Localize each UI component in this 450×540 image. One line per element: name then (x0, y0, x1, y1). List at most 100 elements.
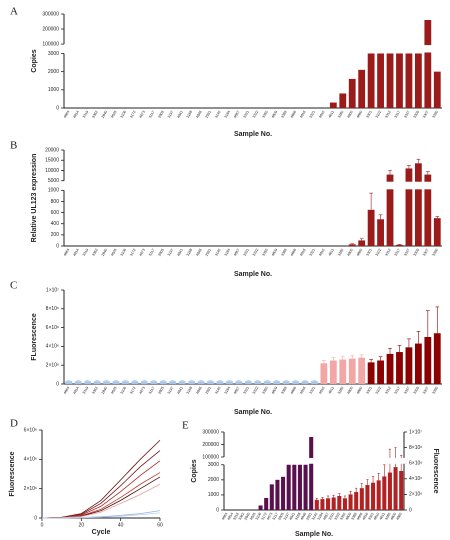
x-tick-label: 3102 (375, 386, 382, 395)
x-tick-label: 4857 (233, 110, 240, 119)
bar (150, 381, 158, 384)
x-tick-label: 3389 (280, 386, 287, 395)
x-tick-label: 3321 (309, 386, 316, 395)
x-tick-label: 3168 (294, 512, 301, 521)
x-tick-label: 3331 (243, 110, 250, 119)
bar (188, 381, 195, 384)
bar (331, 497, 336, 510)
bar (359, 488, 364, 510)
x-tick-label: 3321 (309, 110, 316, 119)
x-tick-label: 3172 (260, 512, 267, 521)
x-tick-label: 2991 (205, 248, 212, 257)
x-tick-label: 3389 (280, 248, 287, 257)
x-tick-label: 3172 (129, 248, 136, 257)
y-tick-label: 15000 (45, 158, 59, 164)
bar (405, 168, 413, 246)
bar (65, 381, 73, 384)
x-tick-label: 4673 (266, 512, 273, 521)
bar (314, 499, 319, 510)
x-tick-label: 0 (41, 522, 44, 528)
x-tick-label: 3362 (238, 512, 245, 521)
x-tick-label: 4810 (318, 386, 325, 395)
bar (396, 53, 403, 108)
y-tick-label: 4×10⁶ (46, 344, 59, 350)
bar (337, 495, 342, 510)
x-tick-label: 3309 (413, 110, 420, 119)
y-tick-label: 600 (51, 210, 60, 216)
x-tick-label: 3389 (350, 512, 357, 521)
x-tick-label: 4860 (356, 386, 363, 395)
y-tick-label: 6×10⁶ (409, 461, 422, 467)
bar (93, 381, 101, 384)
y-tick-label: 100000 (42, 41, 59, 47)
x-tick-label: 3319 (82, 248, 89, 257)
bar (263, 381, 271, 384)
bar (254, 381, 262, 384)
x-tick-label: 3331 (243, 248, 250, 257)
x-tick-label: 2991 (205, 110, 212, 119)
y-tick-label: 3000 (48, 51, 59, 57)
x-tick-label: 2840 (101, 110, 108, 119)
x-tick-label: 4664 (221, 512, 228, 521)
bar (405, 347, 413, 384)
x-tick-label: 4846 (195, 110, 202, 119)
panel-label: E (182, 420, 189, 432)
x-tick-label: 3389 (280, 110, 287, 119)
bar (414, 163, 422, 246)
bar (386, 53, 394, 108)
y-tick-label: 200 (51, 232, 60, 238)
bar (339, 93, 347, 108)
bar (244, 381, 252, 384)
y-tick-label: 20000 (45, 147, 59, 153)
x-tick-label: 3362 (91, 248, 98, 257)
x-tick-label: 3332 (252, 248, 259, 257)
x-tick-label: 2805 (157, 386, 164, 395)
x-tick-label: 3140 (214, 110, 221, 119)
x-tick-label: 3168 (186, 386, 193, 395)
y-axis-title: Relative UL123 expression (31, 154, 38, 243)
bar (414, 53, 422, 108)
x-tick-label: 4814 (227, 512, 234, 521)
y-tick-label: 8×10⁶ (409, 445, 422, 451)
x-tick-label: 3319 (82, 386, 89, 395)
bar (393, 467, 398, 510)
bar (424, 337, 432, 384)
bar (365, 485, 370, 510)
y-tick-label: 1000 (48, 87, 59, 93)
x-axis-title: Cycle (92, 529, 111, 536)
panel-label: A (10, 6, 18, 18)
y-axis-title: FLuorescence (31, 313, 38, 361)
panel-label: B (10, 140, 17, 152)
x-tick-label: 3280 (337, 386, 344, 395)
bar (399, 471, 404, 510)
bar (358, 240, 366, 246)
x-tick-label: 2840 (101, 386, 108, 395)
x-tick-label: 3197 (167, 386, 174, 395)
x-tick-label: 3321 (309, 248, 316, 257)
bar (354, 492, 359, 510)
x-tick-label: 3337 (403, 110, 410, 119)
bar (216, 381, 224, 384)
x-axis-title: Sample No. (234, 409, 272, 416)
bar (303, 464, 308, 510)
x-tick-label: 3168 (186, 248, 193, 257)
x-tick-label: 3280 (337, 248, 344, 257)
x-tick-label: 4857 (233, 248, 240, 257)
x-tick-label: 4810 (318, 248, 325, 257)
x-tick-label: 3317 (394, 110, 401, 119)
y-tick-label: 4×10⁶ (409, 476, 422, 482)
x-tick-label: 4814 (72, 110, 79, 119)
bar (112, 381, 120, 384)
x-tick-label: 3350 (261, 110, 268, 119)
axis-break (60, 45, 446, 53)
x-tick-label: 3362 (91, 386, 98, 395)
bar (269, 484, 274, 510)
y-tick-label: 0 (56, 243, 59, 249)
bar (405, 53, 413, 108)
x-tick-label: 4611 (328, 248, 335, 257)
x-tick-label: 3390 (432, 386, 439, 395)
bar (386, 353, 394, 384)
x-tick-label: 3172 (129, 110, 136, 119)
x-tick-label: 4611 (379, 512, 386, 521)
